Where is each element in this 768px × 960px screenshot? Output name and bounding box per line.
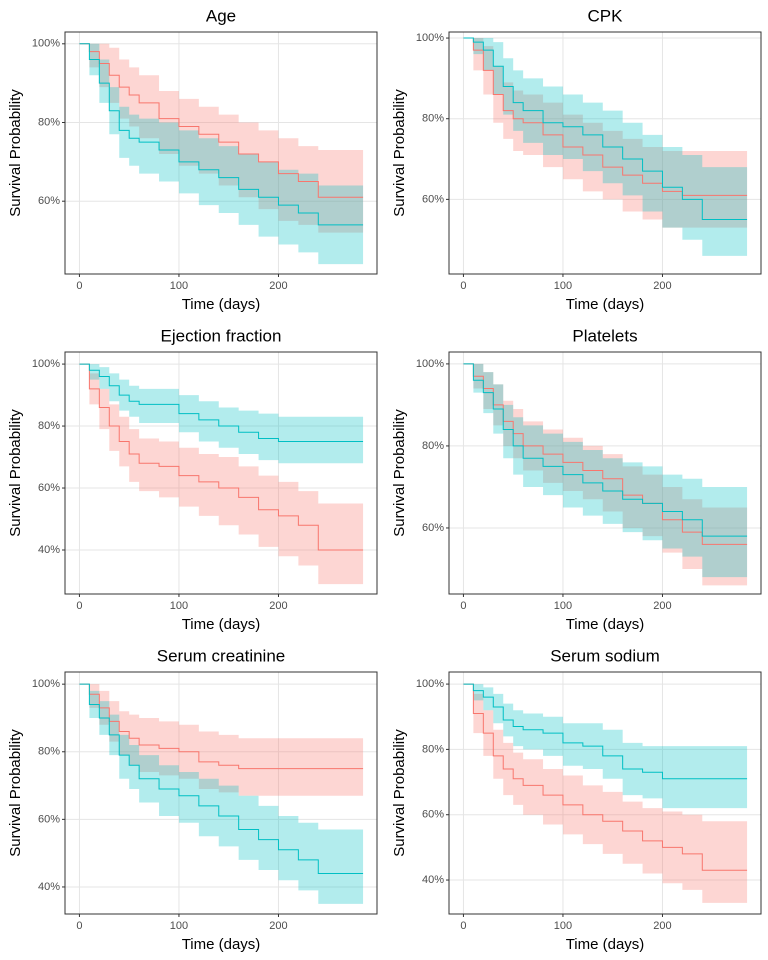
x-axis-label: Time (days) — [566, 296, 645, 313]
survival-line — [463, 37, 748, 221]
x-tick-label: 200 — [269, 280, 287, 292]
confidence-band — [463, 363, 748, 578]
chart-title: Serum creatinine — [157, 646, 286, 665]
plot-frame — [448, 31, 762, 275]
x-tick-label: 0 — [76, 600, 82, 612]
y-axis-label: Survival Probability — [391, 409, 408, 537]
confidence-band — [463, 38, 748, 228]
survival-line — [463, 683, 748, 871]
survival-line — [463, 363, 748, 537]
y-tick-label: 60% — [38, 482, 60, 494]
survival-line — [79, 683, 364, 770]
survival-line — [79, 683, 364, 874]
chart-title: Platelets — [572, 326, 637, 345]
y-tick-label: 80% — [422, 440, 444, 452]
y-tick-label: 40% — [38, 544, 60, 556]
confidence-band — [463, 684, 748, 903]
x-axis-label: Time (days) — [182, 616, 261, 633]
y-tick-label: 60% — [38, 813, 60, 825]
confidence-band — [79, 43, 364, 265]
y-tick-label: 80% — [38, 420, 60, 432]
y-tick-label: 60% — [38, 195, 60, 207]
survival-line — [79, 43, 364, 226]
x-tick-label: 200 — [269, 600, 287, 612]
y-axis-label: Survival Probability — [391, 89, 408, 217]
x-tick-label: 0 — [460, 600, 466, 612]
chart-title: CPK — [588, 6, 624, 25]
survival-line — [463, 37, 748, 196]
confidence-band — [463, 684, 748, 809]
x-tick-label: 100 — [554, 280, 572, 292]
plot-frame — [64, 31, 378, 275]
survival-line — [463, 683, 748, 780]
survival-line — [79, 363, 364, 443]
chart-title: Serum sodium — [550, 646, 660, 665]
y-tick-label: 40% — [422, 874, 444, 886]
x-tick-label: 0 — [460, 920, 466, 932]
chart-title: Ejection fraction — [161, 326, 282, 345]
x-tick-label: 100 — [554, 920, 572, 932]
y-tick-label: 100% — [416, 358, 444, 370]
y-axis-label: Survival Probability — [7, 89, 24, 217]
x-tick-label: 100 — [170, 280, 188, 292]
confidence-band — [79, 364, 364, 464]
x-tick-label: 200 — [653, 920, 671, 932]
y-axis-label: Survival Probability — [7, 409, 24, 537]
y-tick-label: 60% — [422, 522, 444, 534]
y-tick-label: 40% — [38, 881, 60, 893]
y-axis-label: Survival Probability — [7, 729, 24, 857]
confidence-band — [79, 43, 364, 233]
y-tick-label: 80% — [38, 746, 60, 758]
x-axis-label: Time (days) — [566, 616, 645, 633]
y-tick-label: 60% — [422, 809, 444, 821]
plot-frame — [64, 671, 378, 915]
x-tick-label: 200 — [653, 280, 671, 292]
x-tick-label: 0 — [76, 280, 82, 292]
chart-title: Age — [206, 6, 236, 25]
confidence-band — [79, 684, 364, 796]
y-tick-label: 100% — [32, 358, 60, 370]
confidence-band — [79, 364, 364, 585]
y-tick-label: 80% — [422, 743, 444, 755]
survival-line — [79, 363, 364, 551]
x-tick-label: 200 — [653, 600, 671, 612]
y-tick-label: 80% — [422, 113, 444, 125]
x-tick-label: 200 — [269, 920, 287, 932]
x-axis-label: Time (days) — [182, 936, 261, 953]
confidence-band — [463, 363, 748, 586]
y-tick-label: 100% — [416, 32, 444, 44]
x-axis-label: Time (days) — [182, 296, 261, 313]
y-tick-label: 80% — [38, 116, 60, 128]
y-tick-label: 100% — [32, 678, 60, 690]
plot-frame — [448, 671, 762, 915]
survival-line — [79, 43, 364, 198]
y-axis-label: Survival Probability — [391, 729, 408, 857]
x-tick-label: 100 — [170, 920, 188, 932]
x-tick-label: 100 — [170, 600, 188, 612]
x-axis-label: Time (days) — [566, 936, 645, 953]
y-tick-label: 100% — [32, 38, 60, 50]
x-tick-label: 0 — [460, 280, 466, 292]
x-tick-label: 100 — [554, 600, 572, 612]
x-tick-label: 0 — [76, 920, 82, 932]
confidence-band — [79, 684, 364, 904]
plot-frame — [448, 351, 762, 595]
y-tick-label: 60% — [422, 193, 444, 205]
y-tick-label: 100% — [416, 678, 444, 690]
plot-frame — [64, 351, 378, 595]
